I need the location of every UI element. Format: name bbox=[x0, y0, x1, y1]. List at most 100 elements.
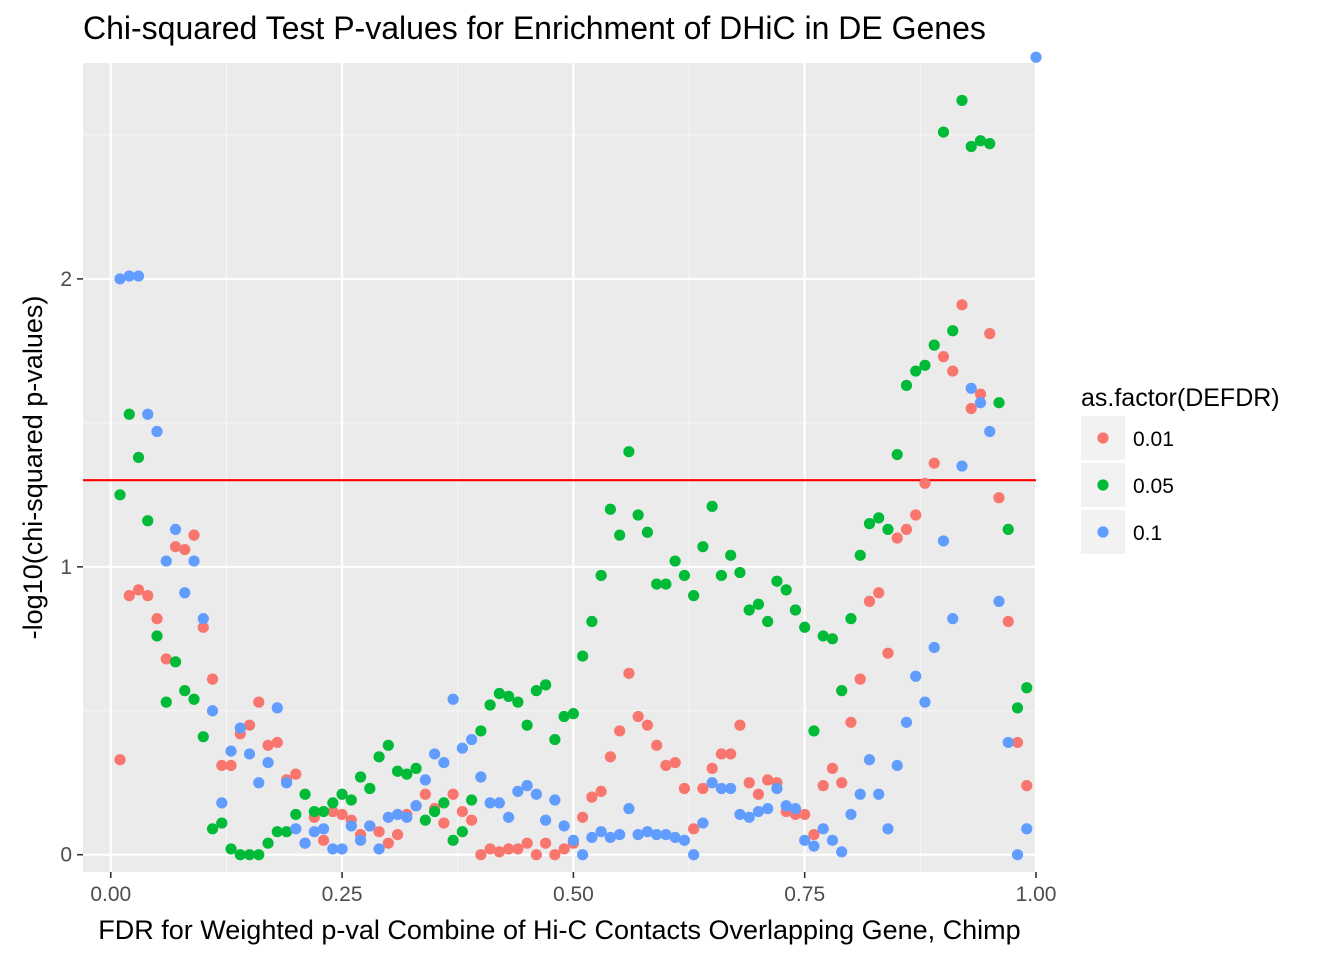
data-point-0.01 bbox=[521, 837, 533, 849]
data-point-0.05 bbox=[762, 615, 774, 628]
legend-label: 0.05 bbox=[1133, 475, 1174, 498]
data-point-0.1 bbox=[549, 794, 561, 806]
data-point-0.01 bbox=[734, 719, 746, 731]
data-point-0.1 bbox=[243, 748, 256, 760]
data-point-0.01 bbox=[391, 828, 404, 841]
data-point-0.1 bbox=[373, 843, 385, 855]
data-point-0.05 bbox=[475, 725, 487, 737]
data-point-0.01 bbox=[419, 788, 431, 800]
data-point-0.1 bbox=[882, 823, 894, 835]
data-point-0.1 bbox=[771, 782, 783, 795]
data-point-0.05 bbox=[836, 685, 848, 697]
data-point-0.05 bbox=[947, 325, 959, 337]
data-point-0.01 bbox=[160, 653, 172, 665]
major-gridlines bbox=[83, 63, 1038, 872]
data-point-0.05 bbox=[160, 696, 172, 708]
data-point-0.05 bbox=[354, 771, 367, 783]
data-point-0.05 bbox=[549, 733, 561, 746]
data-point-0.05 bbox=[891, 448, 903, 461]
data-point-0.05 bbox=[558, 710, 570, 723]
data-point-0.05 bbox=[216, 817, 228, 829]
data-point-0.05 bbox=[577, 650, 589, 662]
data-point-0.1 bbox=[401, 811, 413, 823]
data-point-0.1 bbox=[438, 756, 450, 769]
data-point-0.1 bbox=[845, 808, 857, 821]
data-point-0.05 bbox=[225, 843, 237, 855]
data-point-0.05 bbox=[419, 814, 431, 826]
data-point-0.01 bbox=[845, 716, 857, 728]
data-point-0.01 bbox=[604, 751, 616, 763]
data-point-0.05 bbox=[345, 794, 357, 806]
data-point-0.05 bbox=[743, 604, 755, 616]
data-point-0.1 bbox=[234, 722, 246, 734]
data-point-0.05 bbox=[928, 339, 940, 351]
data-point-0.01 bbox=[151, 613, 163, 625]
data-point-0.05 bbox=[789, 604, 802, 616]
data-point-0.01 bbox=[614, 725, 626, 737]
data-point-0.01 bbox=[965, 402, 977, 415]
data-point-0.1 bbox=[697, 817, 709, 829]
chart-title: Chi-squared Test P-values for Enrichment… bbox=[83, 10, 986, 46]
data-point-0.05 bbox=[1002, 523, 1014, 535]
data-points bbox=[114, 51, 1042, 861]
data-point-0.05 bbox=[706, 500, 718, 512]
data-point-0.05 bbox=[900, 379, 913, 392]
data-point-0.01 bbox=[623, 667, 635, 679]
data-point-0.05 bbox=[715, 569, 728, 582]
data-point-0.1 bbox=[419, 774, 431, 786]
data-point-0.05 bbox=[493, 687, 505, 700]
data-point-0.01 bbox=[660, 759, 672, 772]
data-point-0.01 bbox=[900, 523, 913, 535]
data-point-0.1 bbox=[836, 846, 848, 858]
data-point-0.1 bbox=[891, 759, 903, 772]
data-point-0.1 bbox=[965, 382, 977, 394]
data-point-0.1 bbox=[993, 595, 1005, 607]
data-point-0.1 bbox=[678, 834, 691, 846]
data-point-0.01 bbox=[752, 788, 765, 800]
data-point-0.01 bbox=[1002, 615, 1014, 628]
data-point-0.1 bbox=[688, 849, 700, 861]
data-point-0.1 bbox=[1030, 51, 1042, 63]
y-axis-ticks: 0 1 2 bbox=[60, 268, 83, 867]
data-point-0.1 bbox=[752, 805, 765, 818]
data-point-0.05 bbox=[243, 849, 256, 861]
data-point-0.01 bbox=[882, 647, 894, 659]
data-point-0.1 bbox=[651, 828, 663, 841]
data-point-0.1 bbox=[169, 523, 182, 535]
data-point-0.1 bbox=[206, 705, 219, 717]
data-point-0.1 bbox=[1011, 849, 1024, 861]
x-axis-title: FDR for Weighted p-val Combine of Hi-C C… bbox=[98, 915, 1020, 945]
data-point-0.05 bbox=[632, 509, 644, 521]
data-point-0.01 bbox=[456, 805, 468, 818]
legend: as.factor(DEFDR) 0.01 0.05 0.1 bbox=[1081, 384, 1280, 554]
data-point-0.05 bbox=[660, 578, 672, 590]
data-point-0.05 bbox=[456, 826, 468, 838]
data-point-0.1 bbox=[179, 587, 191, 599]
data-point-0.05 bbox=[965, 140, 977, 153]
data-point-0.01 bbox=[725, 748, 737, 760]
data-point-0.05 bbox=[142, 515, 154, 527]
data-point-0.1 bbox=[428, 748, 441, 760]
data-point-0.05 bbox=[197, 731, 209, 743]
data-point-0.05 bbox=[364, 782, 376, 795]
data-point-0.1 bbox=[826, 834, 839, 846]
data-point-0.1 bbox=[345, 820, 357, 832]
data-point-0.05 bbox=[206, 823, 219, 835]
data-point-0.01 bbox=[632, 710, 644, 723]
data-point-0.05 bbox=[521, 719, 533, 731]
data-point-0.1 bbox=[808, 840, 820, 852]
data-point-0.05 bbox=[530, 685, 542, 697]
data-point-0.01 bbox=[863, 595, 876, 607]
data-point-0.01 bbox=[188, 529, 200, 541]
data-point-0.1 bbox=[262, 756, 274, 769]
data-point-0.01 bbox=[132, 584, 145, 596]
data-point-0.01 bbox=[762, 774, 774, 786]
data-point-0.1 bbox=[475, 771, 487, 783]
data-point-0.1 bbox=[799, 834, 811, 846]
y-axis-title: -log10(chi-squared p-values) bbox=[18, 296, 48, 640]
data-point-0.01 bbox=[243, 719, 256, 731]
data-point-0.05 bbox=[280, 826, 293, 838]
data-point-0.05 bbox=[586, 615, 598, 628]
x-tick-label: 0.25 bbox=[322, 883, 363, 906]
data-point-0.01 bbox=[123, 590, 135, 602]
